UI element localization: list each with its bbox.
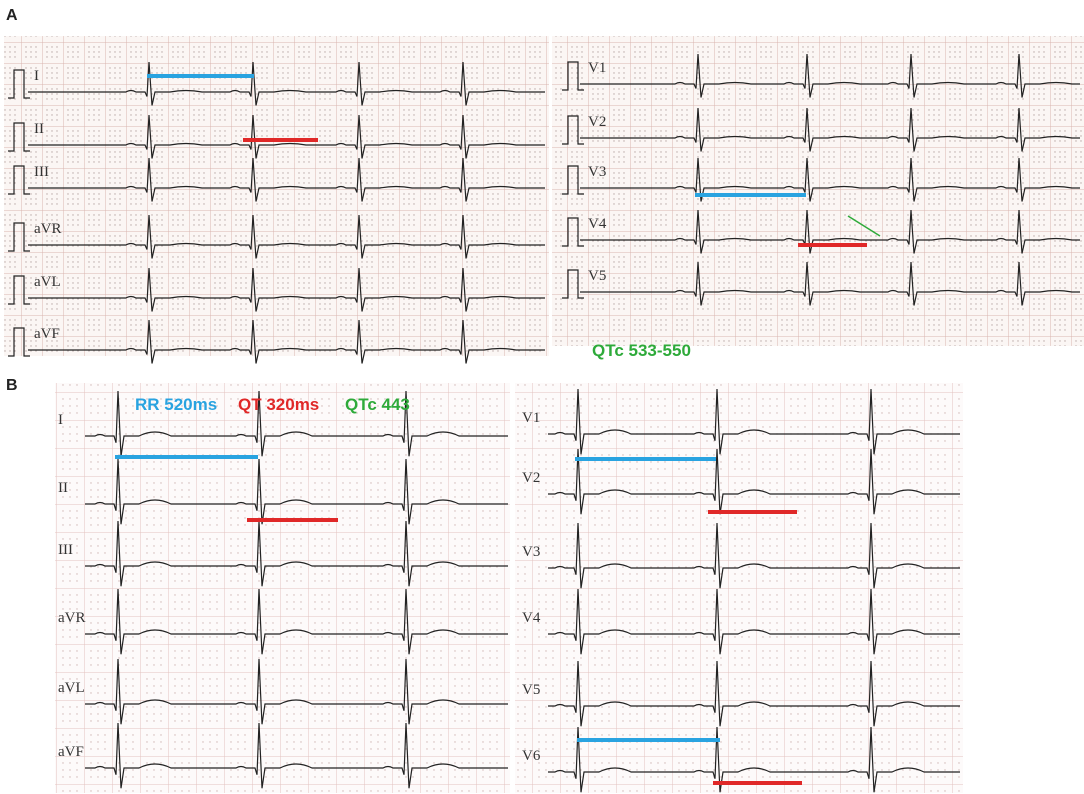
ecg-paper [55,383,510,793]
ecg-trace [28,267,545,312]
ecg-trace [580,107,1080,152]
lead-label: aVF [34,326,60,342]
lead-label: aVF [58,744,84,760]
ecg-trace [548,660,960,727]
lead-label: V5 [588,268,606,284]
calibration-pulse [8,327,30,357]
ecg-trace [580,261,1080,306]
lead-label: V1 [588,60,606,76]
calibration-pulse [8,165,30,195]
ecg-trace [580,209,1080,254]
lead-label: V3 [588,164,606,180]
calibration-pulse [8,122,30,152]
ecg-trace [548,522,960,589]
calibration-pulse [562,165,584,195]
qtc-annotation: QTc 443 [345,395,410,414]
ecg-trace [548,448,960,515]
qtc-annotation: QTc 533-550 [592,341,691,360]
calibration-pulse [562,115,584,145]
ecg-trace [85,458,508,525]
lead-label: III [58,542,73,558]
ecg-trace [580,53,1080,98]
calibration-pulse [8,222,30,252]
ecg-trace [548,388,960,455]
ecg-trace [85,390,508,457]
ecg-paper [552,36,1084,346]
lead-label: I [34,68,39,84]
lead-label: III [34,164,49,180]
lead-label: V6 [522,748,541,764]
ecg-trace [28,319,545,364]
ecg-trace [28,157,545,202]
lead-label: aVL [58,680,85,696]
lead-label: V4 [522,610,541,626]
lead-label: V2 [522,470,540,486]
qt-annotation: QT 320ms [238,395,319,414]
ecg-trace [548,588,960,655]
calibration-pulse [8,275,30,305]
ecg-paper [515,383,963,793]
ecg-trace [28,61,545,106]
measurement-lines [115,74,881,785]
calibration-pulse [8,69,30,99]
panel-label: A [6,7,18,24]
lead-label: V5 [522,682,540,698]
lead-label: aVR [34,221,62,237]
ecg-paper [4,36,549,356]
ecg-trace [85,588,508,655]
calibration-pulse [562,269,584,299]
panel-label: B [6,377,18,394]
lead-label: I [58,412,63,428]
lead-label: V3 [522,544,540,560]
lead-label: V4 [588,216,607,232]
lead-label: aVL [34,274,61,290]
lead-label: aVR [58,610,86,626]
rr-annotation: RR 520ms [135,395,217,414]
calibration-pulse [562,217,584,247]
lead-label: II [58,480,68,496]
lead-label: II [34,121,44,137]
ecg-trace [28,214,545,259]
ecg-trace [85,658,508,725]
ecg-trace [580,157,1080,202]
ecg-trace [28,114,545,159]
ecg-trace [548,726,960,793]
lead-label: V2 [588,114,606,130]
calibration-pulse [562,61,584,91]
ecg-trace [85,722,508,789]
lead-label: V1 [522,410,540,426]
